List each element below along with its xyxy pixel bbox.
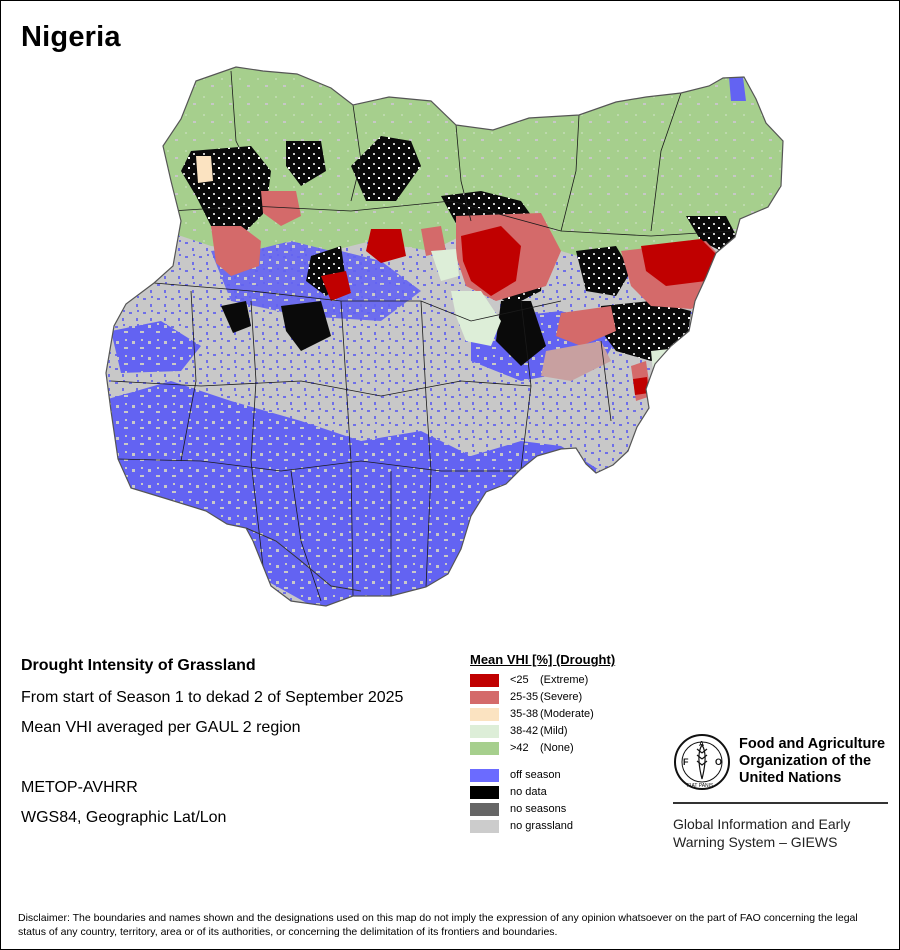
legend-label: (None) [540, 742, 574, 754]
legend-range: 35-38 [510, 708, 539, 720]
org-name: Food and Agriculture Organization of the… [739, 736, 886, 786]
legend-swatch [470, 673, 499, 687]
svg-text:FIAT PANIS: FIAT PANIS [687, 783, 714, 789]
map-legend: Mean VHI [%] (Drought) <25 (Extreme) 25-… [470, 652, 616, 833]
legend-label: off season [510, 769, 561, 781]
legend-range: 38-42 [510, 725, 539, 737]
sensor-text: METOP-AVHRR [21, 779, 138, 796]
branding-divider [673, 802, 888, 804]
legend-range: <25 [510, 674, 529, 686]
legend-row-off-season: off season [470, 768, 561, 782]
legend-row-none: >42 (None) [470, 741, 574, 755]
period-text: From start of Season 1 to dekad 2 of Sep… [21, 689, 404, 706]
legend-row-no-seasons: no seasons [470, 802, 566, 816]
svg-text:F: F [683, 757, 689, 767]
legend-label: no data [510, 786, 547, 798]
legend-row-extreme: <25 (Extreme) [470, 673, 588, 687]
legend-swatch [470, 768, 499, 782]
legend-label: no grassland [510, 820, 573, 832]
legend-range: >42 [510, 742, 529, 754]
svg-text:O: O [715, 757, 722, 767]
legend-label: (Severe) [540, 691, 583, 703]
legend-swatch [470, 690, 499, 704]
nigeria-drought-map [105, 66, 784, 607]
legend-row-no-grassland: no grassland [470, 819, 573, 833]
projection-text: WGS84, Geographic Lat/Lon [21, 809, 227, 826]
legend-swatch [470, 802, 499, 816]
legend-swatch [470, 741, 499, 755]
legend-swatch [470, 785, 499, 799]
legend-title: Mean VHI [%] (Drought) [470, 652, 616, 667]
map-heading: Drought Intensity of Grassland [21, 657, 256, 674]
legend-label: (Moderate) [540, 708, 594, 720]
map-title: Nigeria [21, 21, 121, 53]
method-text: Mean VHI averaged per GAUL 2 region [21, 719, 301, 736]
legend-range: 25-35 [510, 691, 539, 703]
legend-label: (Extreme) [540, 674, 589, 686]
legend-row-no-data: no data [470, 785, 547, 799]
legend-label: (Mild) [540, 725, 568, 737]
legend-row-mild: 38-42 (Mild) [470, 724, 568, 738]
system-name: Global Information and Early Warning Sys… [673, 816, 851, 850]
legend-row-severe: 25-35 (Severe) [470, 690, 582, 704]
fao-logo: F O A FIAT PANIS [674, 734, 730, 790]
legend-swatch [470, 707, 499, 721]
disclaimer-text: Disclaimer: The boundaries and names sho… [18, 912, 858, 938]
legend-row-moderate: 35-38 (Moderate) [470, 707, 594, 721]
svg-text:A: A [699, 741, 704, 748]
legend-label: no seasons [510, 803, 567, 815]
legend-swatch [470, 819, 499, 833]
legend-swatch [470, 724, 499, 738]
